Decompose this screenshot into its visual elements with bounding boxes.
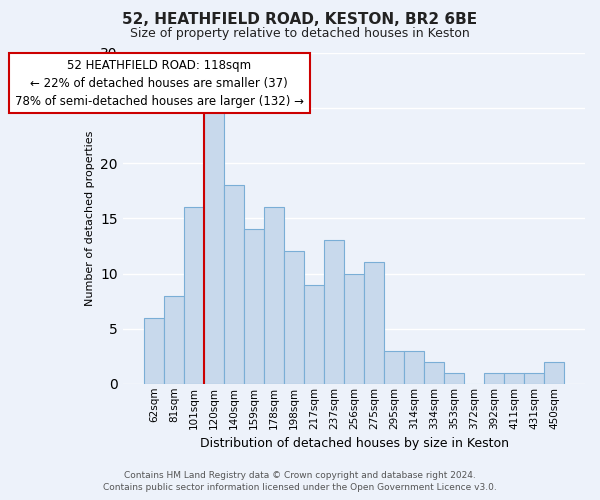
Bar	[484, 372, 504, 384]
Bar	[324, 240, 344, 384]
Bar	[304, 284, 324, 384]
Text: Size of property relative to detached houses in Keston: Size of property relative to detached ho…	[130, 28, 470, 40]
Bar	[164, 296, 184, 384]
Text: 52 HEATHFIELD ROAD: 118sqm
← 22% of detached houses are smaller (37)
78% of semi: 52 HEATHFIELD ROAD: 118sqm ← 22% of deta…	[15, 58, 304, 108]
Bar	[384, 350, 404, 384]
Bar	[224, 186, 244, 384]
Text: Contains HM Land Registry data © Crown copyright and database right 2024.
Contai: Contains HM Land Registry data © Crown c…	[103, 471, 497, 492]
Bar	[364, 262, 384, 384]
Bar	[444, 372, 464, 384]
Bar	[544, 362, 564, 384]
Bar	[244, 230, 264, 384]
Bar	[424, 362, 444, 384]
Bar	[344, 274, 364, 384]
Y-axis label: Number of detached properties: Number of detached properties	[85, 130, 95, 306]
Bar	[144, 318, 164, 384]
Bar	[524, 372, 544, 384]
Bar	[264, 208, 284, 384]
Bar	[504, 372, 524, 384]
Text: 52, HEATHFIELD ROAD, KESTON, BR2 6BE: 52, HEATHFIELD ROAD, KESTON, BR2 6BE	[122, 12, 478, 28]
Bar	[204, 108, 224, 384]
Bar	[284, 252, 304, 384]
Bar	[184, 208, 204, 384]
X-axis label: Distribution of detached houses by size in Keston: Distribution of detached houses by size …	[200, 437, 509, 450]
Bar	[404, 350, 424, 384]
